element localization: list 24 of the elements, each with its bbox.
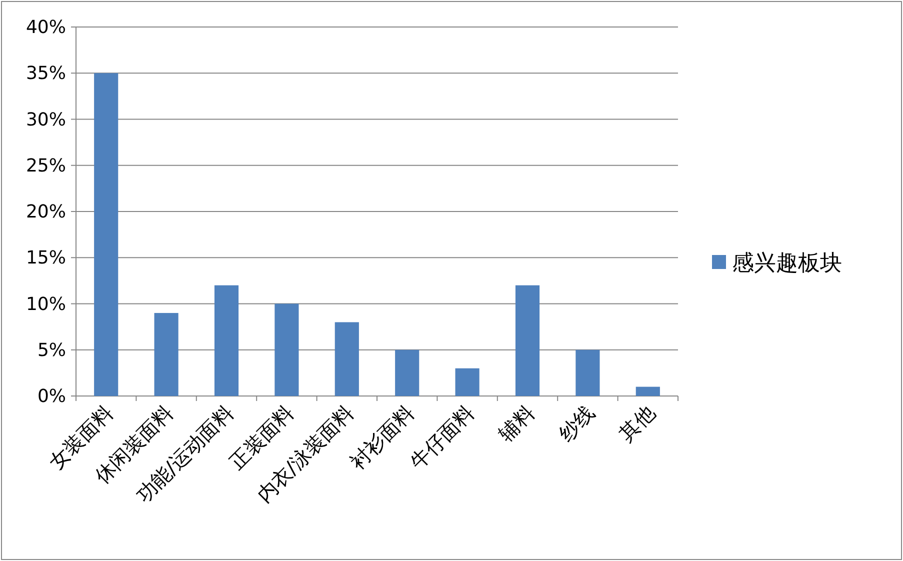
bar: [576, 350, 600, 396]
bar: [214, 285, 239, 396]
y-tick-label: 35%: [26, 63, 66, 84]
bar: [334, 322, 359, 396]
bar: [636, 386, 660, 396]
y-tick-label: 30%: [26, 109, 66, 130]
y-tick-label: 20%: [26, 202, 66, 222]
y-tick-label: 25%: [26, 155, 66, 176]
bar: [455, 368, 480, 396]
x-tick-label: 辅料: [494, 400, 540, 446]
x-tick-label: 其他: [614, 400, 660, 446]
y-tick-label: 0%: [37, 386, 66, 407]
y-tick-label: 5%: [37, 340, 66, 361]
bar: [154, 312, 178, 396]
legend: 感兴趣板块: [712, 251, 842, 276]
bar: [395, 350, 420, 396]
y-tick-label: 40%: [26, 17, 66, 38]
y-tick-label: 15%: [26, 248, 66, 269]
bar: [94, 73, 118, 396]
x-tick-label: 纱线: [554, 400, 600, 446]
bar: [274, 304, 299, 396]
legend-label: 感兴趣板块: [732, 251, 842, 276]
y-tick-label: 10%: [26, 294, 66, 315]
bar: [515, 285, 540, 396]
